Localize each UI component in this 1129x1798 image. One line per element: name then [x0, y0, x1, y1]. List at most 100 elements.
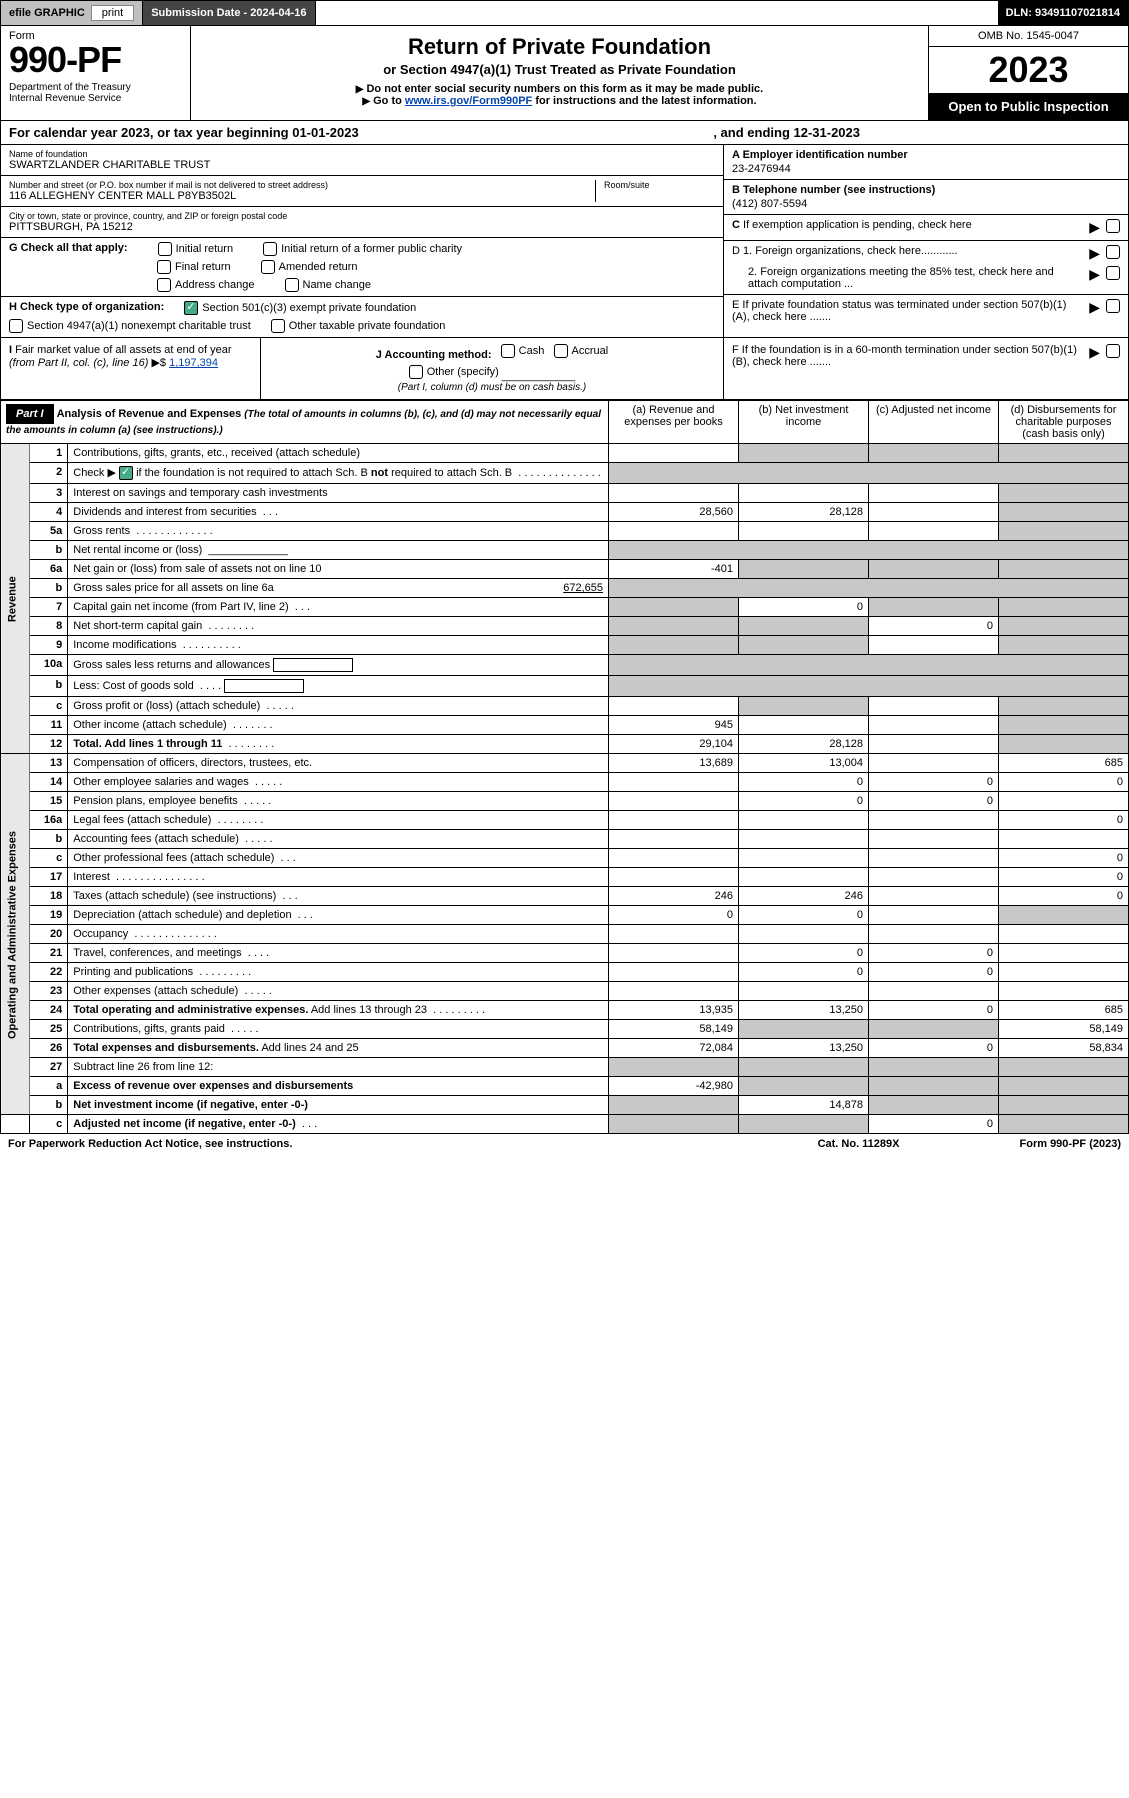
g-opt-final[interactable]: Final return	[157, 260, 231, 274]
r21-num: 21	[30, 944, 68, 963]
r27b-desc: Net investment income (if negative, ente…	[68, 1096, 609, 1115]
dln-label: DLN: 93491107021814	[998, 1, 1128, 25]
h-opt-4947[interactable]: Section 4947(a)(1) nonexempt charitable …	[9, 319, 251, 333]
header-left: Form 990-PF Department of the TreasuryIn…	[1, 26, 191, 120]
form-number: 990-PF	[9, 42, 182, 78]
g-opt-initial[interactable]: Initial return	[158, 242, 233, 256]
j-other[interactable]: Other (specify)	[409, 365, 499, 379]
col-c-header: (c) Adjusted net income	[869, 401, 999, 444]
r22-c: 0	[869, 963, 999, 982]
row-25: 25Contributions, gifts, grants paid . . …	[1, 1020, 1129, 1039]
r15-t: Pension plans, employee benefits	[73, 795, 238, 807]
dept-label: Department of the TreasuryInternal Reven…	[9, 82, 182, 104]
r18-num: 18	[30, 887, 68, 906]
r4-num: 4	[30, 503, 68, 522]
row-21: 21Travel, conferences, and meetings . . …	[1, 944, 1129, 963]
row-11: 11Other income (attach schedule) . . . .…	[1, 716, 1129, 735]
g-opt-name[interactable]: Name change	[285, 278, 372, 292]
r12-t: Total. Add lines 1 through 11	[73, 738, 222, 750]
c-checkbox[interactable]	[1106, 219, 1120, 233]
addr-label: Number and street (or P.O. box number if…	[9, 180, 555, 190]
r26-num: 26	[30, 1039, 68, 1058]
row-14: 14Other employee salaries and wages . . …	[1, 773, 1129, 792]
e-text: E If private foundation status was termi…	[732, 299, 1083, 323]
phone-value: (412) 807-5594	[732, 198, 1120, 210]
c-row: C If exemption application is pending, c…	[724, 215, 1128, 241]
form990pf-link[interactable]: www.irs.gov/Form990PF	[405, 95, 532, 107]
row-27: 27Subtract line 26 from line 12:	[1, 1058, 1129, 1077]
calendar-year-row: For calendar year 2023, or tax year begi…	[0, 121, 1129, 145]
g-opt-amended[interactable]: Amended return	[261, 260, 358, 274]
r10a-t: Gross sales less returns and allowances	[73, 659, 270, 671]
r21-b: 0	[739, 944, 869, 963]
r16c-d: 0	[999, 849, 1129, 868]
fmv-value[interactable]: 1,197,394	[169, 357, 218, 369]
revenue-section-label: Revenue	[1, 444, 30, 754]
r24-b: 13,250	[739, 1001, 869, 1020]
r21-t: Travel, conferences, and meetings	[73, 947, 241, 959]
arrow-icon: ▶$	[151, 357, 166, 369]
r25-a: 58,149	[609, 1020, 739, 1039]
r19-t: Depreciation (attach schedule) and deple…	[73, 909, 291, 921]
j-cell: J Accounting method: Cash Accrual Other …	[261, 338, 723, 399]
print-button[interactable]: print	[91, 5, 134, 21]
omb-number: OMB No. 1545-0047	[929, 26, 1128, 47]
footer: For Paperwork Reduction Act Notice, see …	[0, 1134, 1129, 1154]
r8-c: 0	[869, 617, 999, 636]
submission-date: Submission Date - 2024-04-16	[143, 1, 315, 25]
r26-b: 13,250	[739, 1039, 869, 1058]
j-cash[interactable]: Cash	[501, 344, 545, 358]
r23-desc: Other expenses (attach schedule) . . . .…	[68, 982, 609, 1001]
r10c-t: Gross profit or (loss) (attach schedule)	[73, 700, 260, 712]
room-label: Room/suite	[604, 180, 715, 190]
row-5b: bNet rental income or (loss) ___________…	[1, 541, 1129, 560]
row-8: 8Net short-term capital gain . . . . . .…	[1, 617, 1129, 636]
e-checkbox[interactable]	[1106, 299, 1120, 313]
note1-text: Do not enter social security numbers on …	[366, 83, 763, 95]
form-header: Form 990-PF Department of the TreasuryIn…	[0, 26, 1129, 121]
r6b-v: 672,655	[563, 582, 603, 594]
h-opt-501c3[interactable]: Section 501(c)(3) exempt private foundat…	[184, 301, 416, 315]
r13-b: 13,004	[739, 754, 869, 773]
g-opt-initial-former[interactable]: Initial return of a former public charit…	[263, 242, 462, 256]
r22-b: 0	[739, 963, 869, 982]
r10b-num: b	[30, 676, 68, 697]
r12-desc: Total. Add lines 1 through 11 . . . . . …	[68, 735, 609, 754]
r13-a: 13,689	[609, 754, 739, 773]
d1-checkbox[interactable]	[1106, 245, 1120, 259]
header-center: Return of Private Foundation or Section …	[191, 26, 928, 120]
r25-desc: Contributions, gifts, grants paid . . . …	[68, 1020, 609, 1039]
col-b-header: (b) Net investment income	[739, 401, 869, 444]
r5a-desc: Gross rents . . . . . . . . . . . . .	[68, 522, 609, 541]
j-accrual[interactable]: Accrual	[554, 344, 609, 358]
h-opt-other[interactable]: Other taxable private foundation	[271, 319, 446, 333]
r16a-t: Legal fees (attach schedule)	[73, 814, 211, 826]
row-7: 7Capital gain net income (from Part IV, …	[1, 598, 1129, 617]
f-checkbox[interactable]	[1106, 344, 1120, 358]
r2-t1: Check ▶	[73, 467, 116, 479]
r5b-num: b	[30, 541, 68, 560]
efile-cell: efile GRAPHIC print	[1, 1, 143, 25]
r6b-desc: Gross sales price for all assets on line…	[68, 579, 609, 598]
row-13: Operating and Administrative Expenses 13…	[1, 754, 1129, 773]
g-opt-2: Final return	[175, 261, 231, 273]
r24-c: 0	[869, 1001, 999, 1020]
r2-num: 2	[30, 463, 68, 484]
row-16c: cOther professional fees (attach schedul…	[1, 849, 1129, 868]
g-opt-address[interactable]: Address change	[157, 278, 255, 292]
r16a-d: 0	[999, 811, 1129, 830]
g-row: G Check all that apply: Initial return I…	[1, 238, 723, 297]
g-opt-3: Amended return	[279, 261, 358, 273]
r8-desc: Net short-term capital gain . . . . . . …	[68, 617, 609, 636]
topbar: efile GRAPHIC print Submission Date - 20…	[0, 0, 1129, 26]
r17-t: Interest	[73, 871, 110, 883]
r7-num: 7	[30, 598, 68, 617]
r10b-desc: Less: Cost of goods sold . . . .	[68, 676, 609, 697]
r11-t: Other income (attach schedule)	[73, 719, 226, 731]
d2-checkbox[interactable]	[1106, 266, 1120, 280]
r1-num: 1	[30, 444, 68, 463]
r10b-t: Less: Cost of goods sold	[73, 680, 193, 692]
r6a-desc: Net gain or (loss) from sale of assets n…	[68, 560, 609, 579]
i-cell: I Fair market value of all assets at end…	[1, 338, 261, 399]
form-title: Return of Private Foundation	[211, 34, 908, 60]
